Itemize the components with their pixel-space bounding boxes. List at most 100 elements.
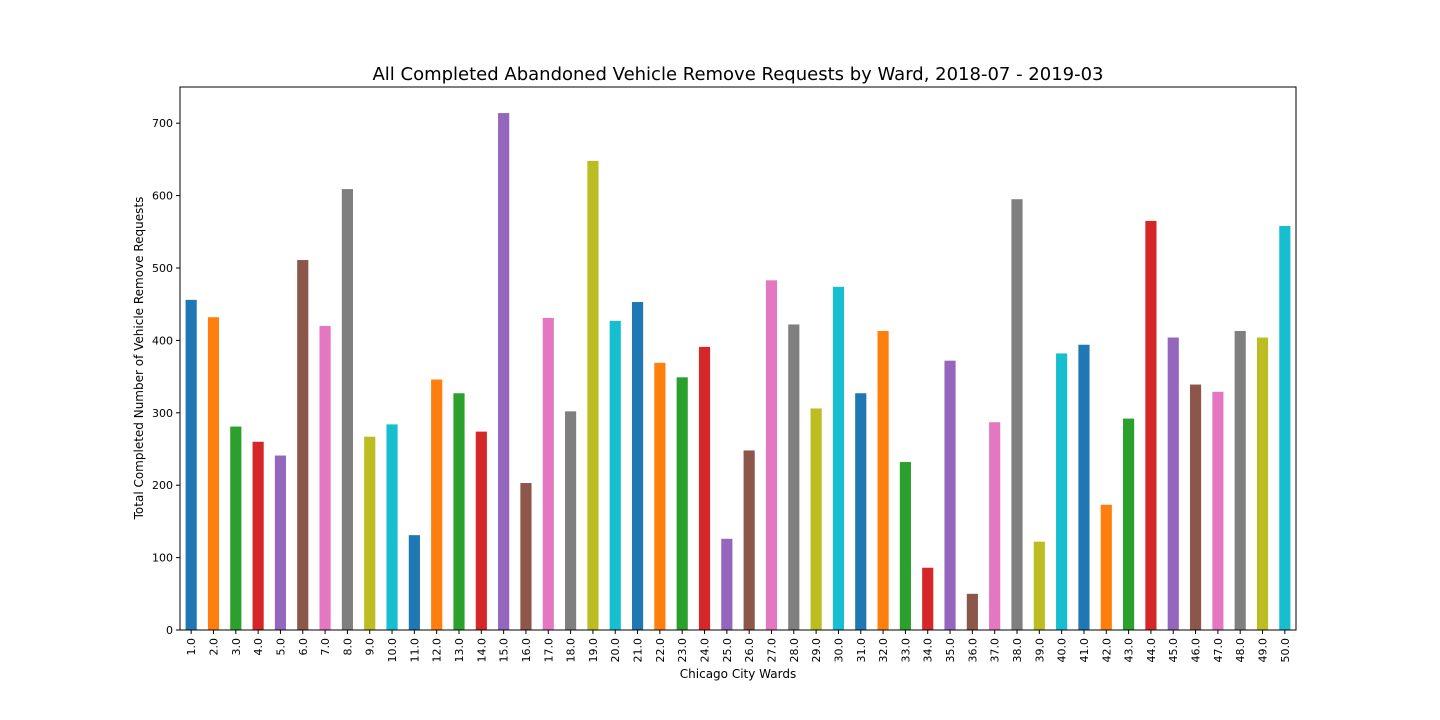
bar-ward-23.0 xyxy=(676,377,688,630)
bar-ward-12.0 xyxy=(431,379,443,630)
x-tick-label: 32.0 xyxy=(877,638,890,663)
x-tick-label: 20.0 xyxy=(609,638,622,663)
x-tick-label: 5.0 xyxy=(274,638,287,656)
x-tick-label: 1.0 xyxy=(185,638,198,656)
y-tick-label: 300 xyxy=(152,407,173,420)
bar-ward-4.0 xyxy=(252,441,264,630)
bar-ward-41.0 xyxy=(1078,344,1090,630)
bar-ward-40.0 xyxy=(1056,353,1068,630)
bar-ward-26.0 xyxy=(743,450,755,630)
x-tick-label: 18.0 xyxy=(565,638,578,663)
bar-ward-10.0 xyxy=(386,424,398,630)
bar-ward-35.0 xyxy=(944,360,956,630)
x-tick-label: 11.0 xyxy=(408,638,421,663)
bar-ward-13.0 xyxy=(453,393,465,630)
x-tick-label: 46.0 xyxy=(1190,638,1203,663)
x-tick-label: 12.0 xyxy=(431,638,444,663)
x-tick-label: 31.0 xyxy=(855,638,868,663)
x-tick-label: 24.0 xyxy=(699,638,712,663)
y-tick-label: 700 xyxy=(152,117,173,130)
x-tick-label: 42.0 xyxy=(1100,638,1113,663)
x-tick-label: 23.0 xyxy=(676,638,689,663)
bars xyxy=(185,113,1291,630)
bar-ward-46.0 xyxy=(1189,384,1202,630)
x-tick-label: 44.0 xyxy=(1145,638,1158,663)
x-tick-label: 43.0 xyxy=(1123,638,1136,663)
x-tick-label: 30.0 xyxy=(832,638,845,663)
chart-title: All Completed Abandoned Vehicle Remove R… xyxy=(372,64,1103,85)
y-tick-label: 500 xyxy=(152,262,173,275)
bar-ward-17.0 xyxy=(542,317,554,630)
bar-ward-38.0 xyxy=(1011,199,1023,630)
bar-ward-24.0 xyxy=(698,346,711,630)
bar-ward-1.0 xyxy=(185,299,197,630)
y-tick-label: 0 xyxy=(166,624,173,637)
x-tick-label: 48.0 xyxy=(1234,638,1247,663)
bar-ward-16.0 xyxy=(520,483,532,630)
y-axis-label: Total Completed Number of Vehicle Remove… xyxy=(132,197,146,521)
x-tick-label: 45.0 xyxy=(1167,638,1180,663)
bar-ward-5.0 xyxy=(274,455,287,630)
bar-ward-37.0 xyxy=(989,422,1001,630)
bar-ward-44.0 xyxy=(1145,220,1157,630)
bar-ward-21.0 xyxy=(631,302,644,630)
bar-ward-27.0 xyxy=(765,280,778,630)
bar-ward-22.0 xyxy=(654,362,666,630)
bar-ward-45.0 xyxy=(1167,337,1179,630)
x-tick-label: 49.0 xyxy=(1257,638,1270,663)
bar-ward-14.0 xyxy=(475,431,487,630)
x-tick-label: 10.0 xyxy=(386,638,399,663)
x-tick-label: 37.0 xyxy=(989,638,1002,663)
bar-ward-42.0 xyxy=(1100,504,1112,630)
x-axis-label: Chicago City Wards xyxy=(680,667,796,681)
x-tick-label: 9.0 xyxy=(364,638,377,656)
x-tick-label: 16.0 xyxy=(520,638,533,663)
bar-ward-3.0 xyxy=(230,426,242,630)
x-tick-label: 47.0 xyxy=(1212,638,1225,663)
x-tick-label: 34.0 xyxy=(922,638,935,663)
x-tick-label: 29.0 xyxy=(810,638,823,663)
x-tick-label: 14.0 xyxy=(475,638,488,663)
bar-ward-33.0 xyxy=(899,462,911,630)
bar-ward-30.0 xyxy=(832,286,845,630)
x-tick-label: 39.0 xyxy=(1033,638,1046,663)
x-tick-label: 28.0 xyxy=(788,638,801,663)
bar-ward-32.0 xyxy=(877,330,889,630)
x-tick-label: 38.0 xyxy=(1011,638,1024,663)
x-axis: 1.0 2.0 3.0 4.0 5.0 6.0 7.0 8.0 9.0 10.0 11.0 12.0 1… xyxy=(185,630,1292,663)
x-tick-label: 41.0 xyxy=(1078,638,1091,663)
bar-ward-47.0 xyxy=(1212,391,1224,630)
x-tick-label: 17.0 xyxy=(542,638,555,663)
bar-ward-2.0 xyxy=(207,317,220,630)
bar-ward-11.0 xyxy=(408,535,420,630)
x-tick-label: 21.0 xyxy=(632,638,645,663)
bar-ward-50.0 xyxy=(1279,226,1291,630)
x-tick-label: 19.0 xyxy=(587,638,600,663)
x-tick-label: 6.0 xyxy=(297,638,310,656)
x-tick-label: 3.0 xyxy=(230,638,243,656)
bar-ward-49.0 xyxy=(1256,337,1269,630)
y-tick-label: 400 xyxy=(152,334,173,347)
plot-frame xyxy=(179,86,1297,631)
x-tick-label: 36.0 xyxy=(966,638,979,663)
bar-ward-31.0 xyxy=(855,393,867,630)
x-tick-label: 27.0 xyxy=(765,638,778,663)
bar-ward-25.0 xyxy=(721,538,733,630)
x-tick-label: 15.0 xyxy=(498,638,511,663)
y-axis: 0 100 200 300 400 500 600 700 xyxy=(152,117,180,637)
bar-ward-39.0 xyxy=(1033,541,1045,630)
bar-ward-19.0 xyxy=(587,160,599,630)
x-tick-label: 33.0 xyxy=(899,638,912,663)
bar-ward-20.0 xyxy=(609,320,621,630)
x-tick-label: 13.0 xyxy=(453,638,466,663)
x-tick-label: 35.0 xyxy=(944,638,957,663)
x-tick-label: 7.0 xyxy=(319,638,332,656)
x-tick-label: 2.0 xyxy=(207,638,220,656)
bar-ward-18.0 xyxy=(565,411,577,630)
bar-ward-9.0 xyxy=(364,436,376,630)
bar-ward-8.0 xyxy=(341,189,353,630)
x-tick-label: 22.0 xyxy=(654,638,667,663)
bar-ward-29.0 xyxy=(810,408,822,630)
